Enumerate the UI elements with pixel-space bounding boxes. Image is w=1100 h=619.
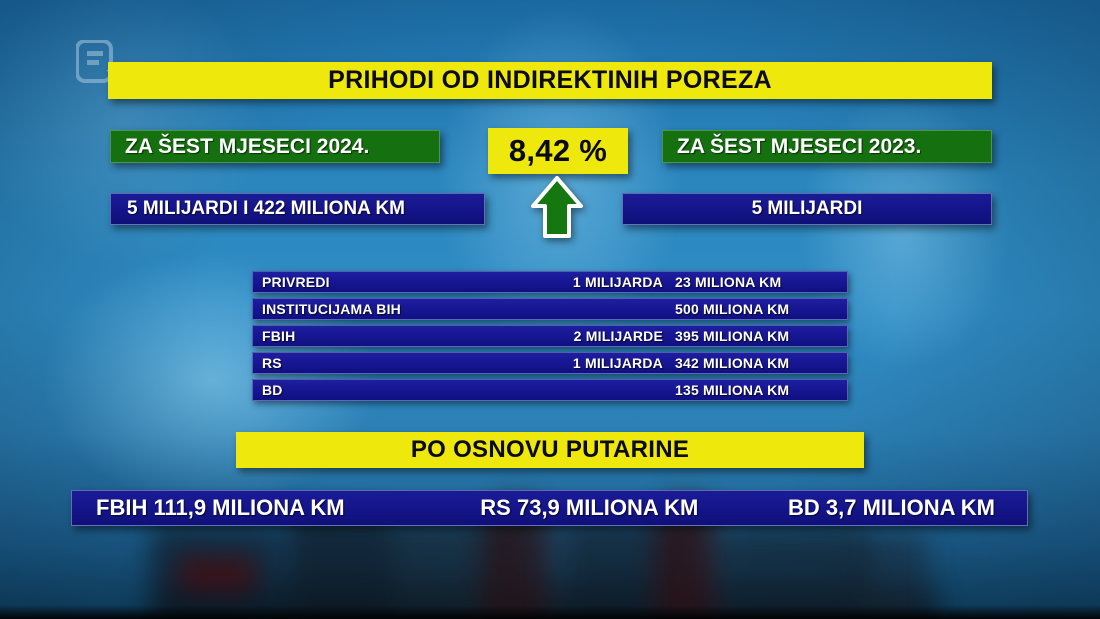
row-value: 500 MILIONA KM [675, 301, 790, 317]
toll-values-bar: FBIH 111,9 MILIONA KM RS 73,9 MILIONA KM… [71, 490, 1028, 526]
toll-item-rs: RS 73,9 MILIONA KM [480, 495, 699, 520]
row-billions: 2 MILIJARDE [573, 328, 663, 344]
breakdown-table: PRIVREDI 1 MILIJARDA 23 MILIONA KM INSTI… [252, 271, 848, 406]
row-label: INSTITUCIJAMA BIH [262, 301, 401, 317]
period-label-previous: ZA ŠEST MJESECI 2023. [662, 130, 992, 163]
amount-previous-text: 5 MILIJARDI [751, 198, 863, 219]
row-label: PRIVREDI [262, 274, 330, 290]
period-label-previous-text: ZA ŠEST MJESECI 2023. [677, 134, 922, 158]
period-label-current: ZA ŠEST MJESECI 2024. [110, 130, 440, 163]
table-row: PRIVREDI 1 MILIJARDA 23 MILIONA KM [252, 271, 848, 293]
row-label: RS [262, 355, 282, 371]
amount-current-text: 5 MILIJARDI I 422 MILIONA KM [127, 198, 405, 219]
table-row: INSTITUCIJAMA BIH 500 MILIONA KM [252, 298, 848, 320]
table-row: BD 135 MILIONA KM [252, 379, 848, 401]
percent-change-value: 8,42 % [508, 133, 608, 168]
percent-change-badge: 8,42 % [488, 128, 628, 174]
table-row: RS 1 MILIJARDA 342 MILIONA KM [252, 352, 848, 374]
row-billions: 1 MILIJARDA [572, 355, 663, 371]
toll-item-fbih: FBIH 111,9 MILIONA KM [96, 495, 345, 520]
row-value: 23 MILIONA KM [675, 274, 782, 290]
headline-title-bar: PRIHODI OD INDIREKTINIH POREZA [108, 62, 992, 99]
amount-current-bar: 5 MILIJARDI I 422 MILIONA KM [110, 193, 485, 225]
amount-previous-bar: 5 MILIJARDI [622, 193, 992, 225]
row-label: BD [262, 382, 283, 398]
arrow-up-icon [528, 176, 586, 238]
row-value: 135 MILIONA KM [675, 382, 790, 398]
background-bottom-fade [0, 605, 1100, 619]
row-label: FBIH [262, 328, 296, 344]
period-label-current-text: ZA ŠEST MJESECI 2024. [125, 134, 370, 158]
background-silhouettes [0, 499, 1100, 619]
page-title: PRIHODI OD INDIREKTINIH POREZA [328, 66, 772, 94]
table-row: FBIH 2 MILIJARDE 395 MILIONA KM [252, 325, 848, 347]
row-billions: 1 MILIJARDA [572, 274, 663, 290]
toll-item-bd: BD 3,7 MILIONA KM [788, 495, 995, 520]
row-value: 342 MILIONA KM [675, 355, 790, 371]
row-value: 395 MILIONA KM [675, 328, 790, 344]
toll-section-heading: PO OSNOVU PUTARINE [236, 432, 864, 468]
toll-heading-text: PO OSNOVU PUTARINE [410, 436, 690, 463]
